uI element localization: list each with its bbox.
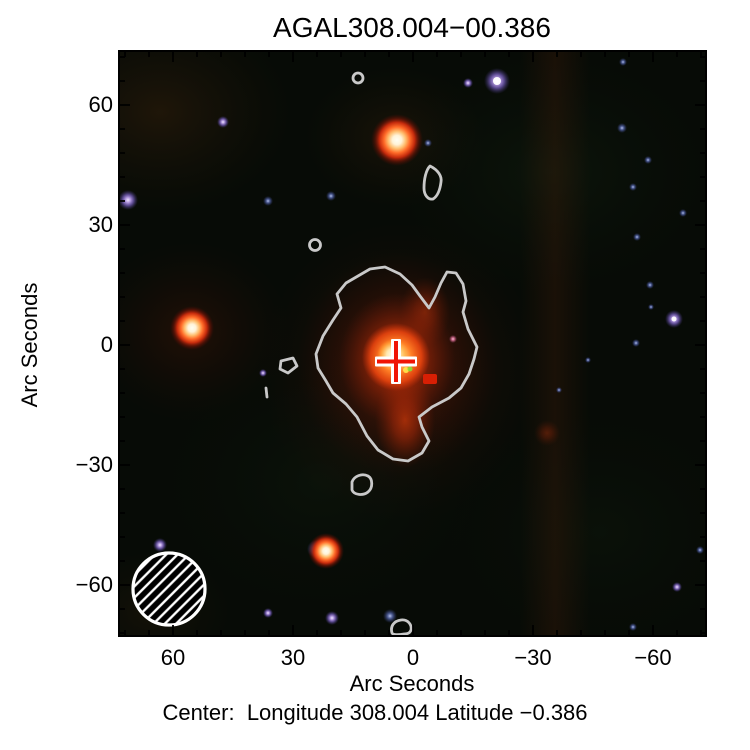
x-tick-label: 0 xyxy=(406,645,420,670)
contour-blob-bottom-edge xyxy=(390,618,413,635)
bright-stars xyxy=(170,68,683,569)
x-tick-label: −30 xyxy=(514,645,552,670)
y-tick-label: 60 xyxy=(88,92,113,117)
red-knot xyxy=(423,374,437,384)
green-speck xyxy=(407,366,413,372)
x-tick-label: 30 xyxy=(280,645,306,670)
star-east xyxy=(170,306,214,350)
contour-teardrop xyxy=(422,164,443,201)
contour-overlay xyxy=(264,71,479,635)
contour-main-clump xyxy=(314,265,479,463)
y-tick-label: 30 xyxy=(88,212,113,237)
x-tick-label: 60 xyxy=(160,645,186,670)
image-panel xyxy=(118,50,707,637)
center-cross-marker xyxy=(375,339,417,384)
y-tick-label: 0 xyxy=(100,332,113,357)
y-tick-label: −30 xyxy=(75,452,113,477)
diffuse-background-patches xyxy=(120,52,705,635)
tick-marks xyxy=(120,52,705,635)
contour-ring-2 xyxy=(308,238,322,252)
y-tick-label: −60 xyxy=(75,572,113,597)
y-axis-label: Arc Seconds xyxy=(17,282,42,408)
contour-ring-1 xyxy=(351,71,365,85)
sky-image xyxy=(120,52,705,635)
contour-speck xyxy=(264,386,269,399)
figure-title: AGAL308.004−00.386 xyxy=(273,12,551,43)
center-coordinates-caption: Center: Longitude 308.004 Latitude −0.38… xyxy=(162,700,588,725)
star-north xyxy=(371,114,423,166)
x-axis-label: Arc Seconds xyxy=(349,671,475,696)
contour-blob-east xyxy=(278,356,299,375)
beam-indicator xyxy=(131,551,207,627)
x-tick-label: −60 xyxy=(634,645,672,670)
yellow-speck xyxy=(403,367,409,373)
faint-field-stars xyxy=(120,58,704,631)
star-south xyxy=(308,533,344,569)
contour-blob-south xyxy=(350,473,374,496)
